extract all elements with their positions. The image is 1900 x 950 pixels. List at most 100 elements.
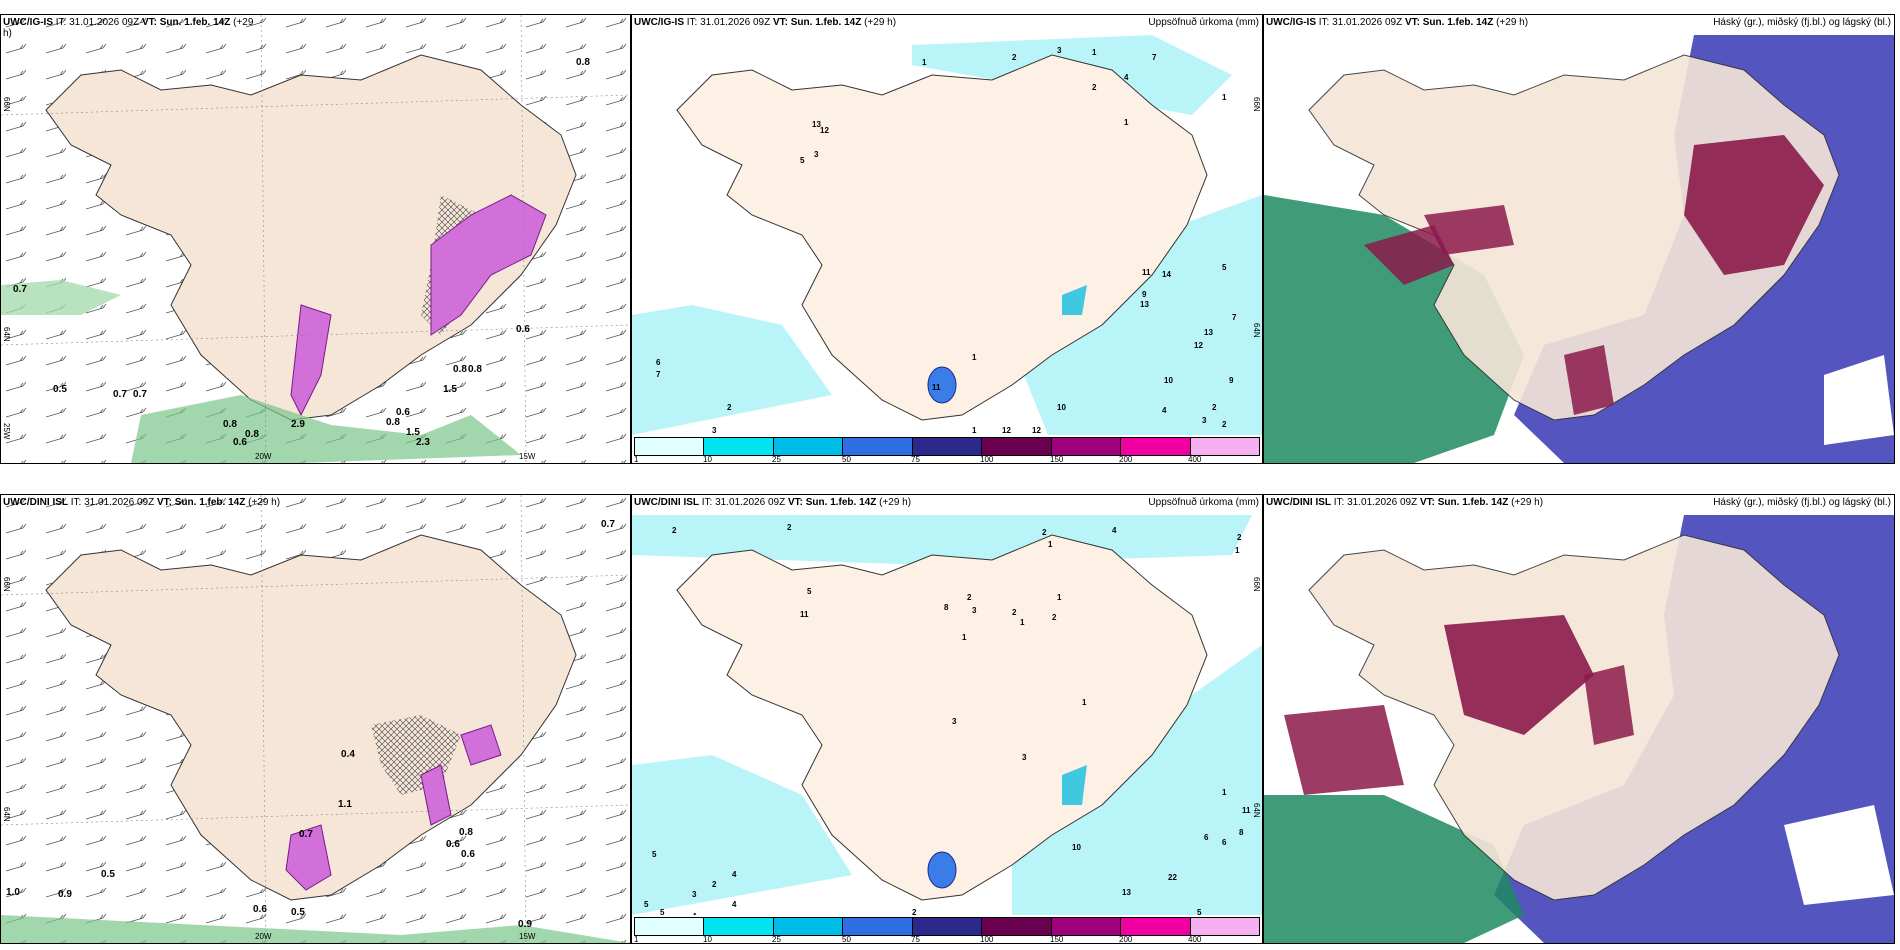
precip-area — [1012, 645, 1262, 925]
iceland-land — [1308, 534, 1840, 901]
colorbar-swatch — [1121, 438, 1191, 455]
precip-area-south — [285, 824, 332, 891]
panel-top-left: 0.8 0.7 0.5 0.7 0.7 0.8 0.8 0.6 2.9 1.5 … — [0, 14, 631, 464]
lat-tick: 66N — [2, 97, 11, 112]
value-label: 3 — [692, 890, 697, 899]
value-label: 1.0 — [6, 887, 20, 898]
vt-label: VT: — [1419, 497, 1435, 508]
colorbar-cells — [634, 437, 1260, 456]
value-label: 5 — [1222, 263, 1227, 272]
precip-max — [927, 366, 957, 404]
value-label: 12 — [1194, 341, 1203, 350]
colorbar-tick: 1 — [634, 935, 639, 944]
value-label: 2 — [712, 880, 717, 889]
colorbar-tick: 25 — [772, 935, 781, 944]
value-label: 2 — [1042, 528, 1047, 537]
value-label: 10 — [1057, 403, 1066, 412]
value-label: 3 — [1057, 46, 1062, 55]
lead-time: (+29 h) — [864, 17, 897, 28]
colorbar-tick: 400 — [1188, 935, 1202, 944]
value-label: 1 — [1048, 540, 1053, 549]
value-label: 5 — [1197, 908, 1202, 917]
value-label: 3 — [952, 717, 957, 726]
value-label: 6 — [1222, 838, 1227, 847]
model-name: UWC/DINI ISL — [3, 497, 68, 508]
high-cloud-area — [1264, 795, 1524, 943]
precip-area-east — [460, 724, 502, 766]
value-label: 2 — [1092, 83, 1097, 92]
value-label: 0.4 — [341, 749, 355, 760]
lon-tick: 15W — [519, 932, 536, 941]
value-label: 0.6 — [461, 849, 475, 860]
value-label: 3 — [1022, 753, 1027, 762]
value-label: 3 — [814, 150, 819, 159]
value-label: 6 — [1204, 833, 1209, 842]
value-label: 2 — [1237, 533, 1242, 542]
value-label: 11 — [800, 610, 809, 619]
panel-title: Háský (gr.), miðský (fj.bl.) og lágský (… — [1713, 17, 1891, 28]
colorbar-swatch — [635, 438, 705, 455]
value-label: 0.8 — [386, 417, 400, 428]
precip-max — [927, 851, 957, 889]
issue-time: 31.01.2026 09Z — [84, 497, 155, 508]
it-label: IT: — [70, 497, 82, 508]
lon-tick: 25W — [2, 423, 11, 440]
value-label: 14 — [1162, 270, 1171, 279]
value-label: 13 — [1204, 328, 1213, 337]
vt-label: VT: — [772, 17, 788, 28]
colorbar-tick: 400 — [1188, 455, 1202, 464]
it-label: IT: — [1318, 17, 1330, 28]
cloud-map — [1264, 495, 1894, 943]
value-label: 6 — [656, 358, 661, 367]
panel-header: UWC/IG-IS IT: 31.01.2026 09Z VT: Sun. 1.… — [1266, 17, 1529, 28]
model-name: UWC/IG-IS — [634, 17, 684, 28]
model-name: UWC/DINI ISL — [1266, 497, 1331, 508]
value-label: 4 — [732, 870, 737, 879]
colorbar-tick: 100 — [980, 935, 994, 944]
vt-label: VT: — [787, 497, 803, 508]
colorbar-swatch — [773, 918, 844, 935]
clear-area — [1824, 355, 1894, 445]
colorbar-swatch — [843, 438, 913, 455]
lead-time: (+29 — [233, 17, 254, 28]
precip-area-south — [290, 304, 332, 417]
value-label: 0.7 — [601, 519, 615, 530]
value-label: 12 — [1032, 426, 1041, 435]
value-label: 0.7 — [13, 284, 27, 295]
colorbar-tick: 200 — [1119, 455, 1133, 464]
mid-cloud-area — [1684, 135, 1824, 275]
colorbar: 1 10 25 50 75 100 150 200 400 — [632, 435, 1262, 463]
value-label: 1.5 — [443, 384, 457, 395]
value-label: 3 — [972, 606, 977, 615]
lon-tick: 15W — [519, 452, 536, 461]
lat-tick: 64N — [1252, 323, 1261, 338]
mid-cloud-area — [1444, 615, 1594, 735]
panel-bottom-middle: 2 2 2 1 4 2 2 1 2 1 2 11 8 3 1 5 1 3 1 3… — [631, 494, 1263, 944]
colorbar-swatch — [912, 918, 983, 935]
value-label: 1 — [1235, 546, 1240, 555]
lead-time: (+29 h) — [1511, 497, 1544, 508]
colorbar-swatch — [1190, 918, 1259, 935]
colorbar-tick: 150 — [1050, 935, 1064, 944]
colorbar-tick: 25 — [772, 455, 781, 464]
it-label: IT: — [1333, 497, 1345, 508]
valid-time: Sun. 1.feb. 14Z — [159, 17, 231, 28]
panel-title: Uppsöfnuð úrkoma (mm) — [1148, 497, 1259, 508]
colorbar: 1 10 25 50 75 100 150 200 400 — [632, 915, 1262, 943]
value-label: 0.8 — [245, 429, 259, 440]
value-label: 5 — [652, 850, 657, 859]
lat-tick: 64N — [2, 327, 11, 342]
panel-top-right: UWC/IG-IS IT: 31.01.2026 09Z VT: Sun. 1.… — [1263, 14, 1895, 464]
value-label: 13 — [1122, 888, 1131, 897]
colorbar-tick: 50 — [842, 455, 851, 464]
value-label: 0.8 — [223, 419, 237, 430]
lat-tick: 66N — [1252, 97, 1261, 112]
value-label: 1.5 — [406, 427, 420, 438]
issue-time: 31.01.2026 09Z — [715, 497, 786, 508]
colorbar-tick: 10 — [703, 455, 712, 464]
lead-time: (+29 h) — [879, 497, 912, 508]
lat-tick: 64N — [1252, 803, 1261, 818]
precip-area — [632, 755, 852, 915]
value-label: 1 — [1057, 593, 1062, 602]
value-label: 0.8 — [453, 364, 467, 375]
